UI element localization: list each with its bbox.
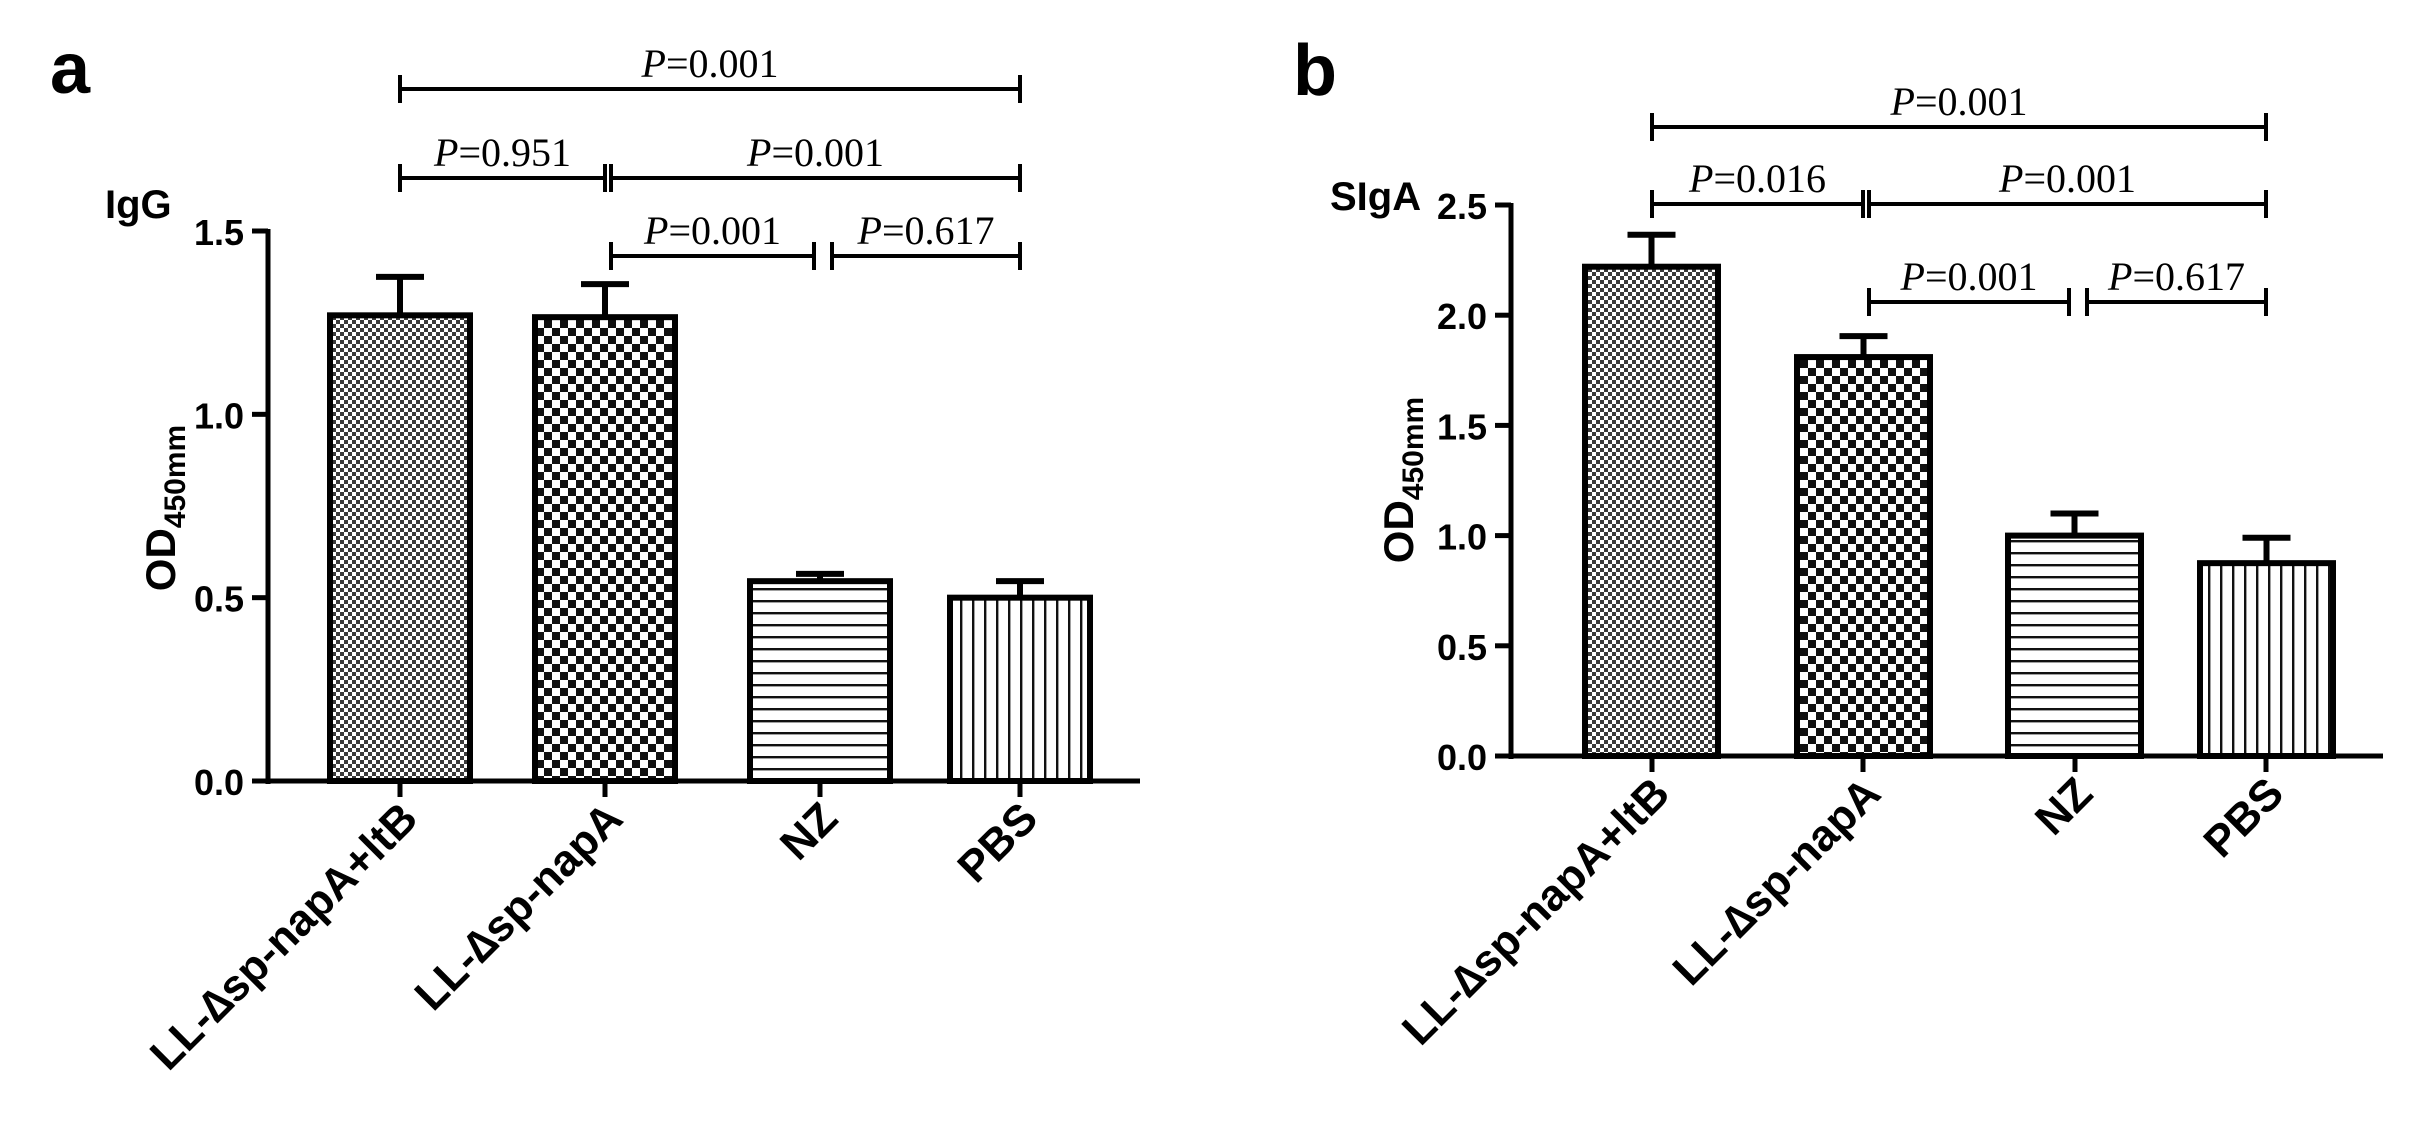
y-tick-label: 1.5 xyxy=(194,212,244,253)
p-symbol: P xyxy=(433,130,458,175)
p-value: =0.016 xyxy=(1713,156,1826,201)
p-value-label: P=0.617 xyxy=(2107,254,2245,299)
p-symbol: P xyxy=(1890,79,1915,124)
y-axis-label-subscript: 450mm xyxy=(1397,397,1430,500)
y-tick-label: 1.0 xyxy=(1437,517,1487,558)
significance-bracket-4: P=0.001 xyxy=(1867,254,2071,316)
p-value-label: P=0.001 xyxy=(1890,79,2028,124)
y-tick-label: 2.5 xyxy=(1437,186,1487,227)
bar-2 xyxy=(1794,354,1933,759)
panel-label: a xyxy=(50,29,91,109)
bar-3 xyxy=(747,578,893,785)
p-value: =0.001 xyxy=(1925,254,2038,299)
x-tick-label: LL-∆sp-napA xyxy=(406,793,633,1020)
panel-b: b SIgA OD450mm 0.0 0.5 1.0 1.5 2.0 2.5 LL-∆sp-nap… xyxy=(1293,31,2383,1055)
y-tick-label: 1.0 xyxy=(194,395,244,436)
significance-bracket-4: P=0.001 xyxy=(609,208,816,270)
p-value: =0.001 xyxy=(668,208,781,253)
bar-2 xyxy=(532,314,678,784)
p-value: =0.001 xyxy=(1915,79,2028,124)
p-value: =0.001 xyxy=(2023,156,2136,201)
bar-4 xyxy=(947,594,1093,785)
bar-1 xyxy=(1582,263,1721,759)
p-value-label: P=0.016 xyxy=(1688,156,1826,201)
y-axis-label: OD450mm xyxy=(1375,397,1430,563)
p-value: =0.617 xyxy=(2132,254,2245,299)
p-symbol: P xyxy=(857,208,882,253)
significance-bracket-2: P=0.016 xyxy=(1650,156,1865,218)
p-symbol: P xyxy=(1998,156,2023,201)
significance-bracket-1: P=0.001 xyxy=(398,41,1022,103)
y-tick-label: 0.0 xyxy=(194,762,244,803)
bar-3 xyxy=(2005,532,2144,759)
p-value-label: P=0.001 xyxy=(643,208,781,253)
panel-label: b xyxy=(1293,31,1337,111)
p-symbol: P xyxy=(1900,254,1925,299)
x-tick-label: LL-∆sp-napA+ltB xyxy=(141,793,427,1079)
bar-4 xyxy=(2197,560,2336,760)
significance-bracket-3: P=0.001 xyxy=(1867,156,2268,218)
p-value: =0.001 xyxy=(666,41,779,86)
y-axis-label-main: OD xyxy=(137,528,184,591)
p-value-label: P=0.001 xyxy=(1998,156,2136,201)
panel-a: a IgG OD450mm 0.0 0.5 1.0 1.5 LL-∆sp-napA+ltBLL… xyxy=(50,29,1140,1080)
p-symbol: P xyxy=(1688,156,1713,201)
x-tick-label: PBS xyxy=(948,793,1047,892)
y-tick-label: 0.0 xyxy=(1437,737,1487,778)
y-tick-label: 2.0 xyxy=(1437,296,1487,337)
y-axis-label: OD450mm xyxy=(137,425,192,591)
chart-title: SIgA xyxy=(1330,175,1421,219)
bar-1 xyxy=(327,312,473,784)
y-tick-label: 0.5 xyxy=(194,579,244,620)
p-value-label: P=0.001 xyxy=(746,130,884,175)
p-value-label: P=0.001 xyxy=(1900,254,2038,299)
y-tick-label: 0.5 xyxy=(1437,627,1487,668)
y-axis-label-subscript: 450mm xyxy=(159,425,192,528)
x-tick-label: NZ xyxy=(771,793,847,869)
p-symbol: P xyxy=(641,41,666,86)
x-tick-label: LL-∆sp-napA xyxy=(1664,768,1891,995)
x-tick-label: LL-∆sp-napA+ltB xyxy=(1393,768,1679,1054)
p-value: =0.001 xyxy=(771,130,884,175)
p-value: =0.617 xyxy=(882,208,995,253)
significance-bracket-5: P=0.617 xyxy=(2085,254,2268,316)
p-symbol: P xyxy=(2107,254,2132,299)
significance-bracket-3: P=0.001 xyxy=(609,130,1022,192)
p-value-label: P=0.617 xyxy=(857,208,995,253)
significance-bracket-1: P=0.001 xyxy=(1650,79,2268,141)
y-axis-label-main: OD xyxy=(1375,500,1422,563)
chart-title: IgG xyxy=(105,183,172,227)
x-tick-label: NZ xyxy=(2026,768,2102,844)
x-tick-label: PBS xyxy=(2194,768,2293,867)
significance-bracket-2: P=0.951 xyxy=(398,130,607,192)
significance-bracket-5: P=0.617 xyxy=(830,208,1022,270)
p-value-label: P=0.951 xyxy=(433,130,571,175)
p-symbol: P xyxy=(643,208,668,253)
p-value: =0.951 xyxy=(458,130,571,175)
p-value-label: P=0.001 xyxy=(641,41,779,86)
p-symbol: P xyxy=(746,130,771,175)
y-tick-label: 1.5 xyxy=(1437,406,1487,447)
